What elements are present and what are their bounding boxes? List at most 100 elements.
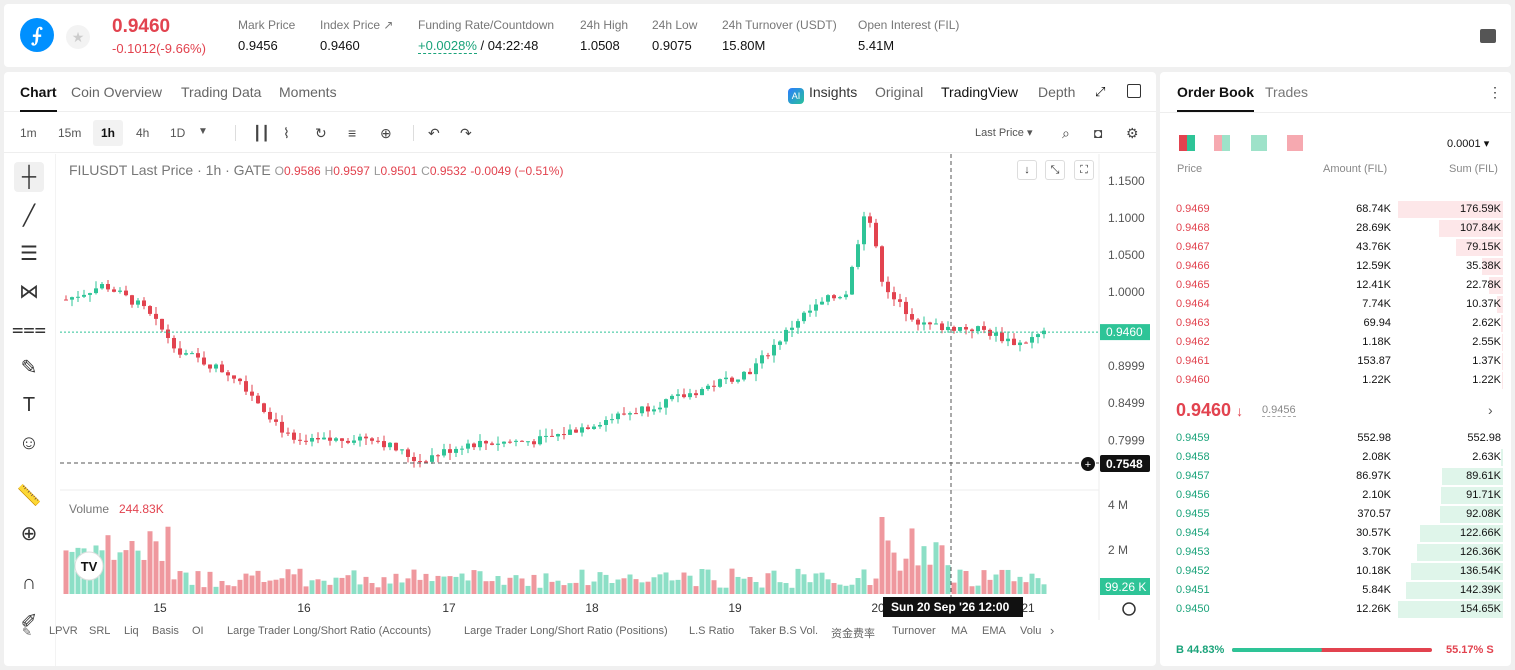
- expand-icon[interactable]: ⤢: [1095, 84, 1106, 99]
- bid-row[interactable]: 0.9457 86.97K 89.61K: [1160, 467, 1511, 486]
- crosshair-icon[interactable]: ┼: [14, 162, 44, 192]
- tab-moments[interactable]: Moments: [279, 84, 337, 100]
- zoom-in-icon[interactable]: ⊕: [20, 522, 38, 545]
- horizontal-lines-icon[interactable]: ☰: [20, 242, 38, 265]
- layout-bids-icon[interactable]: [1251, 135, 1267, 151]
- tab-order-book[interactable]: Order Book: [1177, 84, 1255, 112]
- tab-trades[interactable]: Trades: [1265, 84, 1309, 100]
- candle: [760, 355, 764, 364]
- ask-row[interactable]: 0.9465 12.41K 22.78K: [1160, 276, 1511, 295]
- camera-icon[interactable]: ◘: [1094, 125, 1103, 141]
- volume-bar: [1029, 573, 1035, 594]
- tab-depth[interactable]: Depth: [1038, 84, 1076, 100]
- indicator-item[interactable]: SRL: [89, 625, 111, 637]
- indicator-item[interactable]: MA: [951, 625, 968, 637]
- indicators-icon[interactable]: ⌇: [283, 125, 290, 141]
- row-sum: 142.39K: [1460, 584, 1501, 596]
- indicator-item[interactable]: Turnover: [892, 625, 936, 637]
- ask-row[interactable]: 0.9467 43.76K 79.15K: [1160, 238, 1511, 257]
- bid-row[interactable]: 0.9456 2.10K 91.71K: [1160, 486, 1511, 505]
- tab-tradingview[interactable]: TradingView: [941, 84, 1019, 100]
- ask-row[interactable]: 0.9463 69.94 2.62K: [1160, 314, 1511, 333]
- templates-icon[interactable]: ≡: [348, 125, 357, 141]
- bid-row[interactable]: 0.9459 552.98 552.98: [1160, 429, 1511, 448]
- brush-icon[interactable]: ✎: [20, 356, 38, 379]
- indicator-item[interactable]: Basis: [152, 625, 179, 637]
- redo-icon[interactable]: ↷: [460, 125, 472, 141]
- layout-both-icon[interactable]: [1179, 135, 1195, 151]
- compare-icon[interactable]: ↻: [315, 125, 327, 141]
- interval-dropdown-icon[interactable]: ▼: [198, 126, 208, 137]
- insights-button[interactable]: AI Insights: [788, 84, 857, 104]
- text-icon[interactable]: T: [22, 393, 36, 416]
- favorite-star-icon[interactable]: ★: [66, 25, 90, 49]
- ask-row[interactable]: 0.9461 153.87 1.37K: [1160, 352, 1511, 371]
- ask-row[interactable]: 0.9460 1.22K 1.22K: [1160, 371, 1511, 390]
- indicator-item[interactable]: 资金费率: [831, 628, 875, 640]
- candle: [520, 440, 524, 442]
- indicator-item[interactable]: Taker B.S Vol.: [749, 625, 819, 637]
- more-menu-icon[interactable]: ⋮: [1488, 84, 1502, 100]
- interval-15m[interactable]: 15m: [58, 126, 82, 140]
- pencil-icon[interactable]: ✐: [20, 610, 38, 633]
- ask-row[interactable]: 0.9462 1.18K 2.55K: [1160, 333, 1511, 352]
- stat-index-price[interactable]: Index Price ↗ 0.9460: [320, 18, 393, 53]
- add-alert-icon[interactable]: ⊕: [380, 125, 392, 141]
- ask-row[interactable]: 0.9464 7.74K 10.37K: [1160, 295, 1511, 314]
- tab-trading-data[interactable]: Trading Data: [181, 84, 262, 100]
- x-tick-label: 18: [585, 601, 599, 615]
- chevron-right-icon[interactable]: ›: [1050, 623, 1055, 638]
- settings-pencil-icon[interactable]: ✎: [22, 625, 33, 639]
- bid-row[interactable]: 0.9455 370.57 92.08K: [1160, 505, 1511, 524]
- volume-bar: [213, 586, 219, 594]
- precision-select[interactable]: 0.0001 ▾: [1447, 138, 1490, 150]
- fib-icon[interactable]: ⩶: [11, 317, 47, 340]
- indicator-item[interactable]: Large Trader Long/Short Ratio (Accounts): [227, 625, 432, 637]
- indicator-item[interactable]: Large Trader Long/Short Ratio (Positions…: [464, 625, 668, 637]
- window-icon[interactable]: [1127, 84, 1141, 98]
- magnet-icon[interactable]: ∩: [21, 571, 37, 594]
- bid-row[interactable]: 0.9458 2.08K 2.63K: [1160, 448, 1511, 467]
- tab-original[interactable]: Original: [875, 84, 924, 100]
- chevron-right-icon[interactable]: ›: [1488, 402, 1493, 418]
- book-icon[interactable]: [1480, 29, 1496, 43]
- interval-4h[interactable]: 4h: [136, 126, 150, 140]
- candle-type-icon[interactable]: ┃┃: [253, 125, 270, 141]
- fullscreen-icon[interactable]: ⛶: [1074, 160, 1094, 180]
- interval-1h[interactable]: 1h: [93, 120, 124, 146]
- ask-row[interactable]: 0.9466 12.59K 35.38K: [1160, 257, 1511, 276]
- ask-row[interactable]: 0.9468 28.69K 107.84K: [1160, 219, 1511, 238]
- ruler-icon[interactable]: 📏: [16, 484, 42, 507]
- layout-split-icon[interactable]: [1214, 135, 1230, 151]
- bid-row[interactable]: 0.9450 12.26K 154.65K: [1160, 600, 1511, 619]
- indicator-item[interactable]: L.S Ratio: [689, 625, 735, 637]
- collapse-icon[interactable]: ⤡: [1045, 160, 1065, 180]
- emoji-icon[interactable]: ☺: [18, 431, 40, 454]
- tab-coin-overview[interactable]: Coin Overview: [71, 84, 163, 100]
- indicator-item[interactable]: LPVR: [49, 625, 78, 637]
- bid-row[interactable]: 0.9451 5.84K 142.39K: [1160, 581, 1511, 600]
- bid-row[interactable]: 0.9452 10.18K 136.54K: [1160, 562, 1511, 581]
- indicator-item[interactable]: Liq: [124, 625, 139, 637]
- interval-1d[interactable]: 1D: [170, 126, 186, 140]
- undo-icon[interactable]: ↶: [428, 125, 440, 141]
- funding-rate[interactable]: +0.0028%: [418, 38, 477, 54]
- candlestick-chart[interactable]: 1.1500 1.1000 1.0500 1.0000 0.8999 0.8499 0.79…: [4, 72, 1156, 666]
- price-type-select[interactable]: Last Price ▾: [975, 127, 1033, 139]
- trend-line-icon[interactable]: ╱: [22, 204, 36, 227]
- volume-bar: [801, 574, 807, 594]
- bid-row[interactable]: 0.9454 30.57K 122.66K: [1160, 524, 1511, 543]
- bid-row[interactable]: 0.9453 3.70K 126.36K: [1160, 543, 1511, 562]
- settings-gear-icon[interactable]: ⚙: [1126, 125, 1139, 141]
- search-icon[interactable]: ⌕: [1062, 125, 1070, 141]
- layout-asks-icon[interactable]: [1287, 135, 1303, 151]
- tab-chart[interactable]: Chart: [20, 84, 57, 112]
- indicator-item[interactable]: EMA: [982, 625, 1006, 637]
- arrow-down-icon[interactable]: ↓: [1017, 160, 1037, 180]
- indicator-item[interactable]: Volu: [1020, 625, 1042, 637]
- volume-bar: [939, 545, 945, 594]
- pattern-icon[interactable]: ⋈: [19, 280, 39, 303]
- interval-1m[interactable]: 1m: [20, 126, 37, 140]
- ask-row[interactable]: 0.9469 68.74K 176.59K: [1160, 200, 1511, 219]
- indicator-item[interactable]: OI: [192, 625, 204, 637]
